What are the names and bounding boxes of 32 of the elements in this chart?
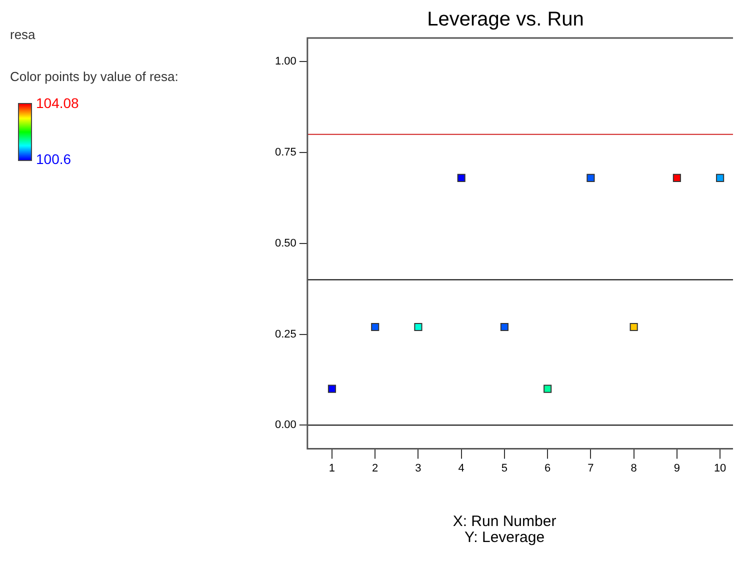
color-bar-title: Color points by value of resa:: [10, 69, 180, 84]
y-tick-label: 0.75: [274, 146, 296, 159]
point: [544, 384, 552, 393]
y-tick-label: 1.00: [274, 56, 296, 68]
point: [414, 322, 422, 332]
point: [500, 322, 508, 332]
x-tick-label: 10: [714, 462, 726, 474]
x-tick-label: 3: [415, 462, 422, 474]
text: resa: [10, 27, 36, 42]
text: Y: Leverage: [463, 529, 546, 546]
y-tick-label: 0.25: [274, 328, 296, 340]
x-tick-label: 8: [630, 462, 637, 474]
point: [630, 322, 638, 332]
point: [371, 322, 380, 332]
x-tick-label: 5: [501, 462, 508, 474]
color-bar-label: 104.08: [36, 95, 79, 111]
color-bar-label: 100.6: [36, 151, 72, 167]
point: [716, 174, 724, 182]
point: [672, 174, 681, 182]
x-tick-label: 6: [544, 462, 551, 474]
x-tick-label: 7: [588, 462, 594, 474]
y-tick-label: 0.50: [274, 237, 296, 250]
chart-title: Leverage vs. Run: [427, 8, 584, 31]
y-tick-label: 0.00: [274, 419, 296, 432]
point: [328, 384, 336, 393]
point: [586, 174, 595, 182]
x-tick-label: 2: [372, 462, 378, 474]
x-tick-label: 1: [328, 462, 336, 474]
point: [457, 174, 466, 182]
x-axis-title: X: Run Number: [452, 513, 558, 530]
x-tick-label: 4: [458, 462, 464, 474]
x-tick-label: 9: [674, 462, 680, 474]
